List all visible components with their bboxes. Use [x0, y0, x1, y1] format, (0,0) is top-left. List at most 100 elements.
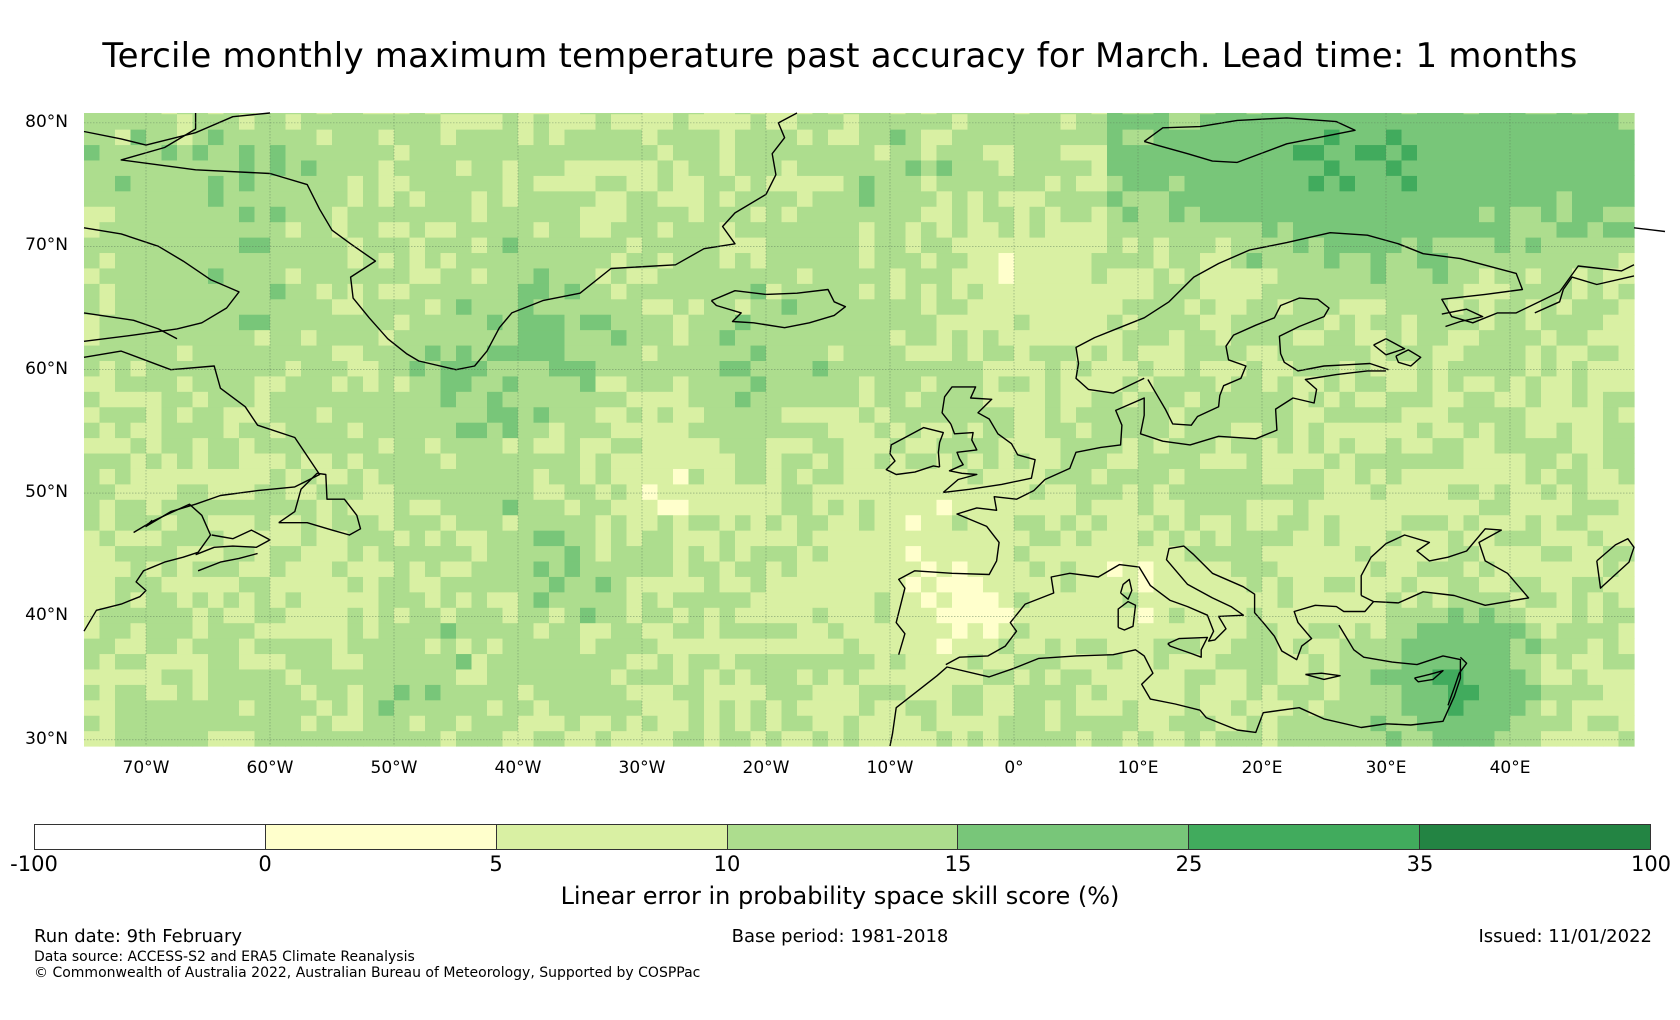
grid-cell: [549, 576, 566, 593]
grid-cell: [983, 684, 1000, 701]
grid-cell: [1355, 344, 1372, 361]
grid-cell: [347, 499, 364, 516]
grid-cell: [409, 113, 426, 130]
grid-cell: [1401, 252, 1418, 269]
grid-cell: [828, 406, 845, 423]
grid-cell: [1510, 159, 1527, 176]
grid-cell: [1479, 113, 1496, 115]
grid-cell: [766, 622, 783, 639]
grid-cell: [130, 329, 147, 346]
grid-cell: [704, 175, 721, 192]
grid-cell: [688, 237, 705, 254]
grid-cell: [952, 437, 969, 454]
grid-cell: [828, 483, 845, 500]
grid-cell: [332, 237, 349, 254]
grid-cell: [611, 622, 628, 639]
grid-cell: [471, 715, 488, 732]
grid-cell: [1184, 622, 1201, 639]
grid-cell: [518, 607, 535, 624]
grid-cell: [502, 684, 519, 701]
grid-cell: [704, 530, 721, 547]
graticule: [84, 113, 1634, 746]
grid-cell: [781, 576, 798, 593]
grid-cell: [363, 530, 380, 547]
grid-cell: [502, 375, 519, 392]
grid-cell: [84, 391, 101, 408]
grid-cell: [812, 406, 829, 423]
grid-cell: [1060, 468, 1077, 485]
grid-cell: [1339, 406, 1356, 423]
grid-cell: [1463, 406, 1480, 423]
grid-cell: [921, 591, 938, 608]
grid-cell: [1045, 113, 1062, 130]
grid-cell: [518, 190, 535, 207]
grid-cell: [843, 175, 860, 192]
grid-cell: [394, 113, 411, 115]
grid-cell: [270, 175, 287, 192]
grid-cell: [1014, 391, 1031, 408]
grid-cell: [99, 113, 116, 130]
grid-cell: [828, 545, 845, 562]
grid-cell: [1060, 715, 1077, 732]
grid-cell: [1231, 530, 1248, 547]
grid-cell: [518, 591, 535, 608]
grid-cell: [1603, 113, 1620, 130]
grid-cell: [1215, 406, 1232, 423]
grid-cell: [347, 715, 364, 732]
grid-cell: [1262, 668, 1279, 685]
grid-cell: [1200, 113, 1217, 130]
grid-cell: [1231, 653, 1248, 670]
grid-cell: [347, 360, 364, 377]
grid-cell: [409, 468, 426, 485]
grid-cell: [1324, 113, 1341, 115]
grid-cell: [735, 468, 752, 485]
grid-cell: [673, 499, 690, 516]
grid-cell: [564, 499, 581, 516]
grid-cell: [704, 267, 721, 284]
grid-cell: [254, 514, 271, 531]
grid-cell: [1045, 298, 1062, 315]
grid-cell: [347, 329, 364, 346]
grid-cell: [1556, 252, 1573, 269]
grid-cell: [611, 499, 628, 516]
grid-cell: [998, 375, 1015, 392]
grid-cell: [301, 730, 318, 747]
grid-cell: [1184, 422, 1201, 439]
grid-cell: [487, 591, 504, 608]
grid-cell: [1231, 113, 1248, 130]
grid-cell: [890, 576, 907, 593]
grid-cell: [828, 514, 845, 531]
grid-cell: [595, 483, 612, 500]
grid-cell: [735, 607, 752, 624]
grid-cell: [735, 175, 752, 192]
grid-cell: [595, 375, 612, 392]
grid-cell: [1386, 483, 1403, 500]
grid-cell: [781, 329, 798, 346]
grid-cell: [704, 391, 721, 408]
longitude-label: 10°E: [1117, 758, 1159, 778]
grid-cell: [1401, 422, 1418, 439]
grid-cell: [1324, 129, 1341, 146]
grid-cell: [673, 159, 690, 176]
grid-cell: [239, 314, 256, 331]
grid-cell: [223, 545, 240, 562]
grid-cell: [301, 344, 318, 361]
grid-cell: [1417, 730, 1434, 747]
grid-cell: [595, 283, 612, 300]
grid-cell: [1355, 159, 1372, 176]
grid-cell: [223, 175, 240, 192]
grid-cell: [890, 221, 907, 238]
grid-cell: [564, 530, 581, 547]
grid-cell: [1339, 221, 1356, 238]
grid-cell: [99, 298, 116, 315]
grid-cell: [409, 237, 426, 254]
grid-cell: [1541, 344, 1558, 361]
grid-cell: [642, 252, 659, 269]
grid-cell: [1541, 514, 1558, 531]
grid-cell: [1184, 175, 1201, 192]
grid-cell: [84, 452, 101, 469]
grid-cell: [797, 468, 814, 485]
grid-cell: [812, 422, 829, 439]
grid-cell: [1122, 607, 1139, 624]
grid-cell: [1138, 221, 1155, 238]
